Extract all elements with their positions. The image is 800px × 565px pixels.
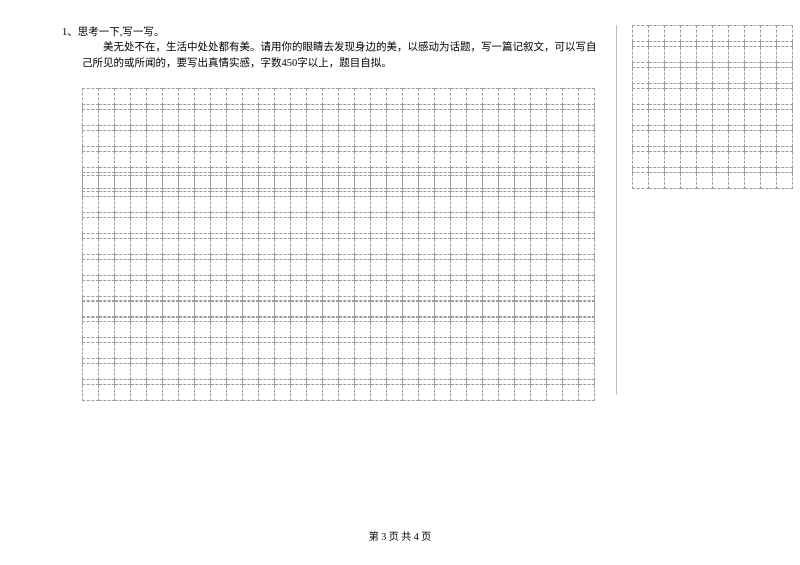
writing-grid-block-4	[632, 25, 793, 189]
vertical-divider	[616, 25, 617, 395]
question-number: 1、思考一下,写一写。	[62, 25, 602, 41]
page-container: 1、思考一下,写一写。 美无处不在，生活中处处都有美。请用你的眼睛去发现身边的美…	[0, 0, 800, 565]
question-body: 美无处不在，生活中处处都有美。请用你的眼睛去发现身边的美，以感动为话题，写一篇记…	[82, 40, 606, 72]
writing-grid-block-1	[82, 88, 595, 189]
writing-grid-block-3	[82, 300, 595, 401]
writing-grid-block-2	[82, 175, 595, 318]
page-footer: 第 3 页 共 4 页	[0, 528, 800, 543]
